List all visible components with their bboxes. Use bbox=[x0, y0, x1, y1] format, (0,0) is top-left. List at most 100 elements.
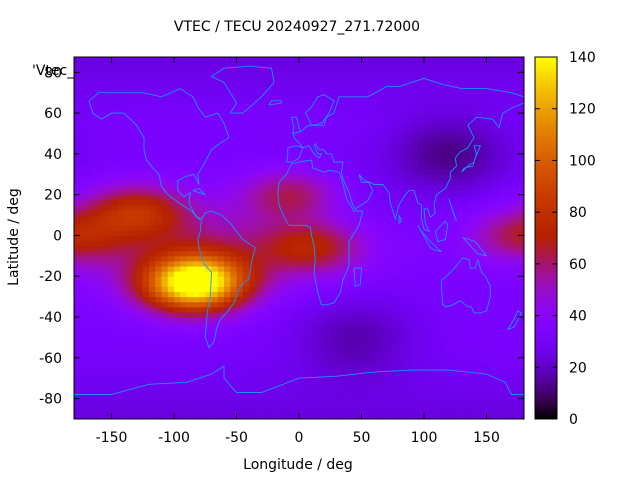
heatmap-cell bbox=[317, 311, 325, 318]
heatmap-cell bbox=[199, 240, 206, 247]
heatmap-cell bbox=[455, 148, 462, 155]
heatmap-cell bbox=[499, 189, 506, 196]
heatmap-cell bbox=[430, 311, 437, 318]
heatmap-cell bbox=[249, 327, 256, 333]
heatmap-cell bbox=[255, 403, 262, 410]
heatmap-cell bbox=[374, 413, 381, 420]
heatmap-cell bbox=[442, 311, 450, 318]
heatmap-cell bbox=[124, 194, 131, 201]
heatmap-cell bbox=[467, 82, 475, 89]
heatmap-cell bbox=[86, 286, 94, 293]
heatmap-cell bbox=[92, 245, 100, 252]
heatmap-cell bbox=[155, 194, 162, 201]
heatmap-cell bbox=[324, 133, 331, 140]
heatmap-cell bbox=[105, 276, 112, 282]
heatmap-cell bbox=[299, 204, 306, 211]
heatmap-cell bbox=[130, 235, 137, 242]
heatmap-cell bbox=[261, 230, 269, 236]
heatmap-cell bbox=[274, 413, 281, 420]
heatmap-cell bbox=[336, 408, 344, 415]
heatmap-cell bbox=[399, 260, 406, 267]
heatmap-cell bbox=[280, 271, 287, 277]
heatmap-cell bbox=[380, 230, 387, 236]
heatmap-cell bbox=[474, 281, 481, 287]
heatmap-cell bbox=[242, 332, 250, 338]
heatmap-cell bbox=[142, 271, 150, 277]
heatmap-cell bbox=[105, 102, 112, 109]
heatmap-cell bbox=[255, 296, 262, 303]
heatmap-cell bbox=[130, 408, 137, 415]
heatmap-cell bbox=[99, 260, 106, 267]
heatmap-cell bbox=[461, 97, 469, 104]
heatmap-cell bbox=[136, 194, 144, 201]
heatmap-cell bbox=[455, 184, 462, 191]
heatmap-cell bbox=[317, 189, 325, 196]
heatmap-cell bbox=[492, 408, 500, 415]
heatmap-cell bbox=[374, 230, 381, 236]
heatmap-cell bbox=[392, 403, 400, 410]
heatmap-cell bbox=[217, 97, 225, 104]
heatmap-cell bbox=[236, 128, 244, 134]
heatmap-cell bbox=[124, 398, 131, 405]
heatmap-cell bbox=[186, 291, 194, 298]
heatmap-cell bbox=[230, 352, 237, 359]
heatmap-cell bbox=[274, 67, 281, 73]
heatmap-cell bbox=[186, 362, 194, 369]
heatmap-cell bbox=[367, 347, 375, 354]
heatmap-cell bbox=[199, 260, 206, 267]
heatmap-cell bbox=[292, 87, 300, 94]
heatmap-cell bbox=[111, 296, 119, 303]
heatmap-cell bbox=[211, 230, 219, 236]
heatmap-cell bbox=[80, 57, 87, 63]
heatmap-cell bbox=[361, 327, 369, 333]
heatmap-cell bbox=[474, 77, 481, 83]
heatmap-cell bbox=[374, 342, 381, 349]
heatmap-cell bbox=[242, 306, 250, 313]
heatmap-cell bbox=[167, 118, 175, 124]
heatmap-cell bbox=[317, 220, 325, 226]
heatmap-cell bbox=[230, 281, 237, 287]
heatmap-cell bbox=[380, 184, 387, 191]
heatmap-cell bbox=[342, 102, 350, 109]
heatmap-cell bbox=[99, 398, 106, 405]
heatmap-cell bbox=[186, 82, 194, 89]
heatmap-cell bbox=[217, 225, 225, 231]
heatmap-cell bbox=[261, 378, 269, 384]
heatmap-cell bbox=[274, 215, 281, 221]
heatmap-cell bbox=[461, 403, 469, 410]
heatmap-cell bbox=[292, 118, 300, 124]
heatmap-cell bbox=[74, 102, 81, 109]
heatmap-cell bbox=[467, 413, 475, 420]
heatmap-cell bbox=[249, 118, 256, 124]
heatmap-cell bbox=[192, 337, 200, 344]
heatmap-cell bbox=[224, 301, 231, 308]
heatmap-cell bbox=[330, 128, 337, 134]
heatmap-cell bbox=[492, 57, 500, 63]
heatmap-cell bbox=[492, 97, 500, 104]
heatmap-cell bbox=[286, 225, 294, 231]
heatmap-cell bbox=[80, 408, 87, 415]
heatmap-cell bbox=[236, 148, 244, 155]
heatmap-cell bbox=[124, 286, 131, 293]
heatmap-cell bbox=[280, 347, 287, 354]
heatmap-cell bbox=[330, 225, 337, 231]
heatmap-cell bbox=[367, 102, 375, 109]
heatmap-cell bbox=[242, 148, 250, 155]
heatmap-cell bbox=[199, 388, 206, 395]
heatmap-cell bbox=[480, 230, 487, 236]
heatmap-cell bbox=[324, 271, 331, 277]
heatmap-cell bbox=[286, 179, 294, 185]
heatmap-cell bbox=[292, 153, 300, 160]
heatmap-cell bbox=[280, 153, 287, 160]
heatmap-cell bbox=[161, 271, 169, 277]
heatmap-cell bbox=[161, 383, 169, 389]
heatmap-cell bbox=[155, 271, 162, 277]
heatmap-cell bbox=[149, 322, 156, 328]
heatmap-cell bbox=[167, 179, 175, 185]
heatmap-cell bbox=[142, 403, 150, 410]
heatmap-cell bbox=[174, 220, 181, 226]
heatmap-cell bbox=[80, 260, 87, 267]
heatmap-cell bbox=[211, 413, 219, 420]
heatmap-cell bbox=[399, 174, 406, 180]
heatmap-cell bbox=[192, 148, 200, 155]
